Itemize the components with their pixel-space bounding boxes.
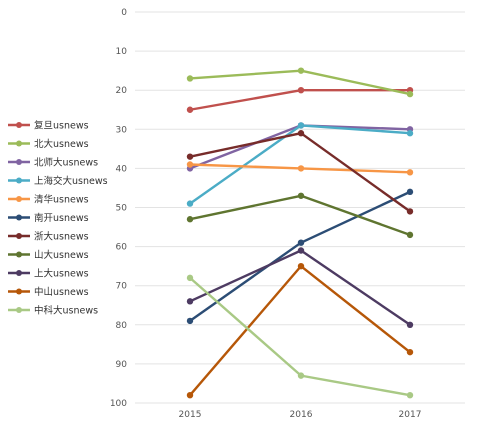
series <box>186 274 414 399</box>
legend-label: 北大usnews <box>34 138 89 150</box>
data-point <box>186 75 194 82</box>
data-point <box>297 165 305 172</box>
data-point <box>186 153 194 160</box>
legend-item: 复旦usnews <box>8 120 89 132</box>
legend-item: 上大usnews <box>8 268 89 280</box>
legend-label: 中科大usnews <box>34 305 98 317</box>
axis-layer: 0 10 20 30 40 50 60 70 80 90 100 2015 2016 2017 <box>110 8 422 420</box>
data-point <box>186 216 194 223</box>
series <box>186 192 414 239</box>
legend-label: 浙大usnews <box>34 231 89 243</box>
y-tick-label: 100 <box>110 399 127 409</box>
data-point <box>297 262 305 270</box>
data-point <box>297 87 305 94</box>
data-point <box>297 372 305 379</box>
series <box>186 122 414 207</box>
legend-label: 北师大usnews <box>34 157 98 169</box>
legend-swatch-marker <box>16 307 22 313</box>
legend-label: 中山usnews <box>34 286 89 298</box>
series-line <box>189 249 411 326</box>
legend-label: 上海交大usnews <box>34 175 108 187</box>
series <box>186 67 414 98</box>
series <box>186 188 414 325</box>
x-tick-label: 2015 <box>179 410 202 420</box>
data-point <box>186 391 194 399</box>
data-point <box>297 122 305 129</box>
legend-swatch-marker <box>16 122 22 128</box>
legend-label: 南开usnews <box>34 212 89 224</box>
series <box>186 87 414 113</box>
data-point <box>406 391 414 399</box>
legend-swatch-marker <box>16 233 22 239</box>
data-point <box>406 231 414 239</box>
y-tick-label: 70 <box>116 282 128 292</box>
legend-item: 浙大usnews <box>8 231 89 243</box>
data-point <box>186 274 194 282</box>
y-tick-label: 0 <box>121 8 127 18</box>
legend-label: 山大usnews <box>34 249 89 261</box>
legend-swatch-marker <box>16 177 22 184</box>
legend-swatch-marker <box>16 196 22 202</box>
y-tick-label: 30 <box>116 125 128 135</box>
series-line <box>189 194 411 236</box>
legend-swatch-marker <box>16 251 22 258</box>
data-point <box>297 239 305 246</box>
legend-swatch-marker <box>16 140 22 147</box>
y-tick-label: 90 <box>116 360 128 370</box>
series-layer <box>186 67 414 399</box>
x-tick-label: 2016 <box>290 410 313 420</box>
data-point <box>186 200 194 207</box>
data-point <box>406 188 414 196</box>
y-tick-label: 40 <box>116 164 128 174</box>
data-point <box>186 317 194 325</box>
y-tick-label: 20 <box>116 86 128 96</box>
legend-item: 北师大usnews <box>8 157 98 169</box>
data-point <box>406 90 414 98</box>
y-tick-label: 10 <box>116 47 128 57</box>
data-point <box>186 106 194 113</box>
data-point <box>406 169 414 176</box>
series <box>186 161 414 176</box>
data-point <box>406 208 414 215</box>
data-point <box>406 130 414 137</box>
series <box>186 262 414 399</box>
legend-swatch-marker <box>16 214 22 221</box>
x-tick-label: 2017 <box>399 410 422 420</box>
legend-swatch-marker <box>16 270 22 276</box>
series <box>186 247 414 328</box>
legend-label: 清华usnews <box>34 194 89 206</box>
y-tick-label: 80 <box>116 321 128 331</box>
data-point <box>186 161 194 168</box>
legend-item: 上海交大usnews <box>8 175 108 187</box>
data-point <box>186 298 194 305</box>
legend-item: 北大usnews <box>8 138 89 150</box>
y-tick-label: 60 <box>116 243 128 253</box>
data-point <box>297 247 305 254</box>
data-point <box>406 321 414 328</box>
y-tick-label: 50 <box>116 204 128 214</box>
data-point <box>406 348 414 356</box>
series <box>186 130 414 215</box>
legend-label: 上大usnews <box>34 268 89 280</box>
legend-item: 清华usnews <box>8 194 89 206</box>
legend-swatch-marker <box>16 288 22 295</box>
data-point <box>297 130 305 137</box>
legend-item: 山大usnews <box>8 249 89 261</box>
data-point <box>297 192 305 199</box>
legend-item: 中山usnews <box>8 286 89 298</box>
legend-item: 南开usnews <box>8 212 89 224</box>
legend-swatch-marker <box>16 159 22 165</box>
data-point <box>297 67 305 74</box>
legend-item: 中科大usnews <box>8 305 98 317</box>
legend: 复旦usnews 北大usnews 北师大usnews 上海交大usnews 清华usn… <box>8 120 108 317</box>
legend-label: 复旦usnews <box>34 120 89 132</box>
